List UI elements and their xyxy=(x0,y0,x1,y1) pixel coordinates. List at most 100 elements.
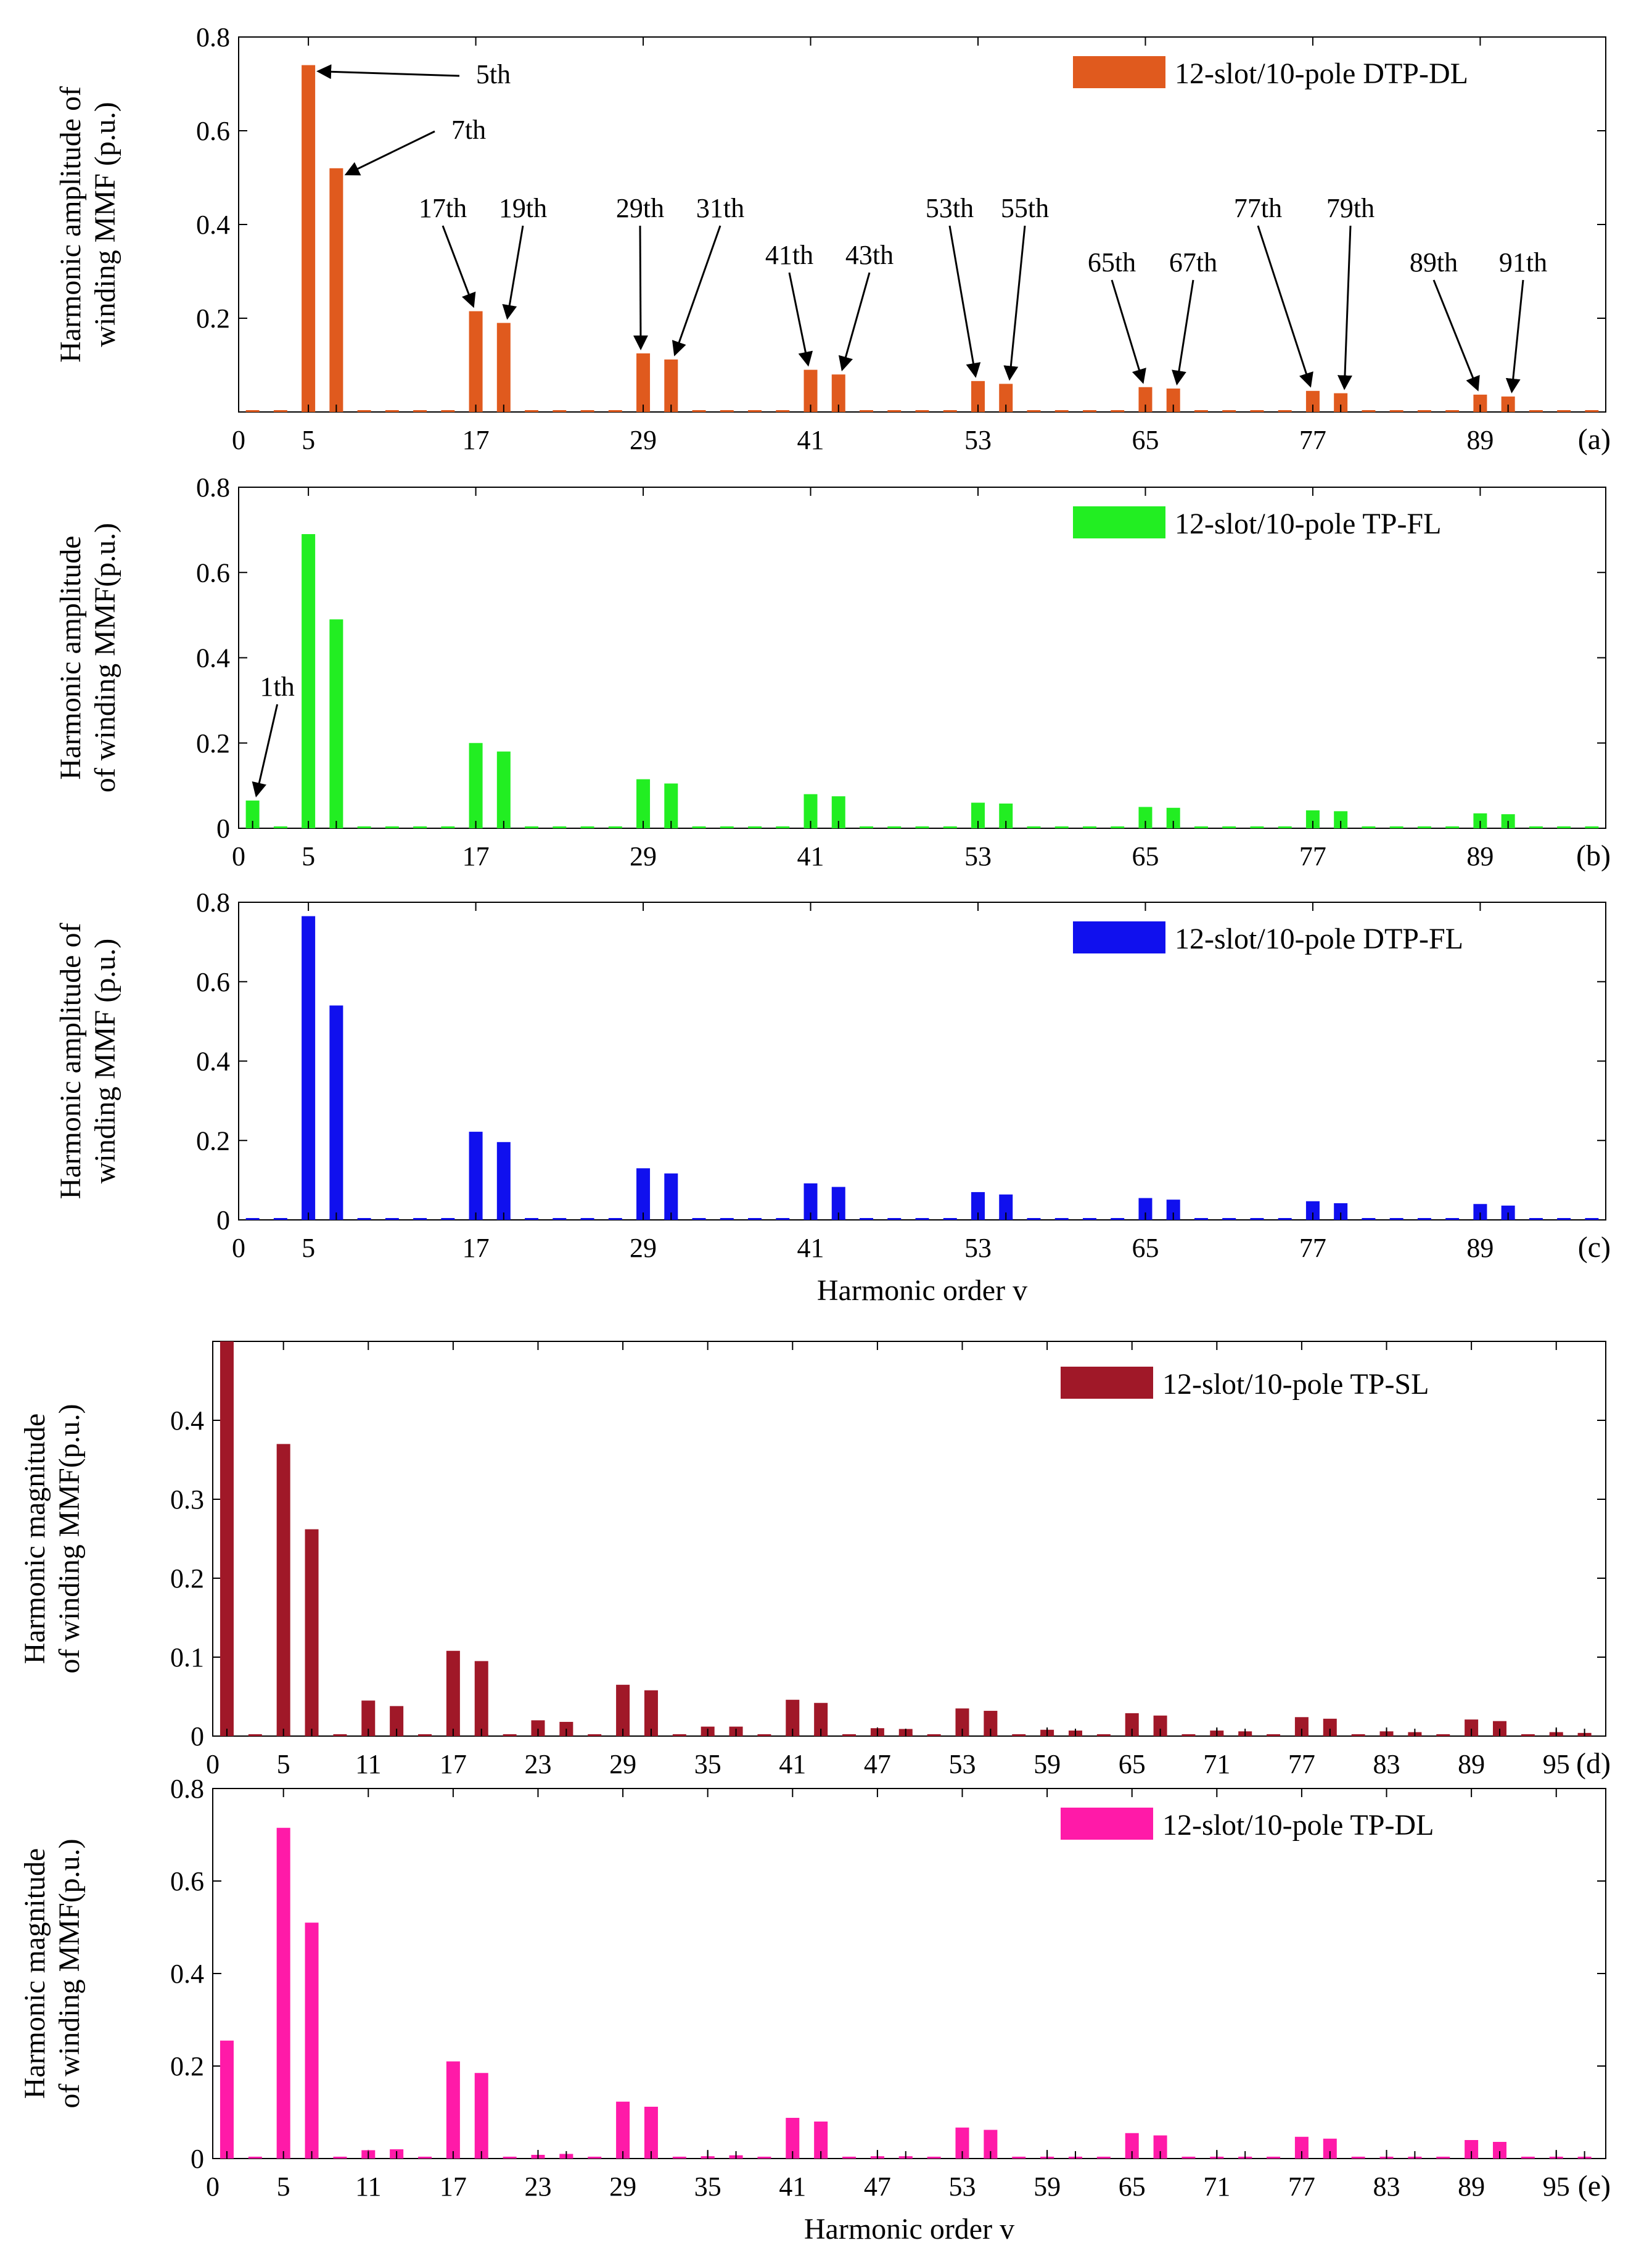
bar-h43 xyxy=(831,374,845,412)
x-tick-label: 5 xyxy=(277,2171,290,2202)
x-tick-label: 53 xyxy=(964,841,992,871)
bar-h31 xyxy=(644,1690,658,1736)
bar-h91 xyxy=(1501,396,1515,412)
x-tick-label: 5 xyxy=(302,1233,315,1263)
annotation-41th: 41th xyxy=(765,240,813,270)
legend-label: 12-slot/10-pole DTP-FL xyxy=(1175,923,1463,955)
annotation-arrow xyxy=(502,225,524,320)
baseline-residue xyxy=(385,826,399,828)
baseline-residue xyxy=(441,826,455,828)
legend-swatch xyxy=(1073,56,1165,88)
baseline-residue xyxy=(692,410,706,412)
baseline-residue xyxy=(672,2157,686,2159)
x-tick-label: 47 xyxy=(864,2171,891,2202)
legend-swatch xyxy=(1061,1367,1153,1399)
x-tick-label: 53 xyxy=(964,425,992,455)
x-tick-label: 0 xyxy=(232,1233,245,1263)
bar-h91 xyxy=(1492,1721,1506,1736)
annotation-79th: 79th xyxy=(1326,193,1375,223)
x-tick-label: 17 xyxy=(462,425,490,455)
baseline-residue xyxy=(1436,2157,1450,2159)
annotation-arrow xyxy=(1505,279,1524,393)
bar-h67 xyxy=(1166,1200,1180,1220)
baseline-residue xyxy=(1529,826,1543,828)
x-tick-label: 59 xyxy=(1034,1749,1061,1779)
bar-h77 xyxy=(1305,1201,1320,1220)
x-tick-label: 71 xyxy=(1203,1749,1230,1779)
bar-h65 xyxy=(1138,387,1153,412)
baseline-residue xyxy=(915,826,929,828)
y-tick-label: 0.1 xyxy=(170,1642,204,1673)
x-tick-label: 29 xyxy=(630,425,657,455)
y-axis-label: Harmonic amplitudeof winding MMF(p.u.) xyxy=(54,523,121,792)
bar-h79 xyxy=(1334,393,1348,412)
annotation-89th: 89th xyxy=(1410,247,1458,278)
baseline-residue xyxy=(1027,410,1041,412)
baseline-residue xyxy=(1389,410,1403,412)
legend-label: 12-slot/10-pole TP-SL xyxy=(1162,1368,1429,1401)
baseline-residue xyxy=(927,2157,941,2159)
bar-h55 xyxy=(999,803,1013,828)
x-tick-label: 83 xyxy=(1373,1749,1400,1779)
x-tick-label: 41 xyxy=(797,841,824,871)
baseline-residue xyxy=(1054,410,1069,412)
x-tick-label: 5 xyxy=(302,841,315,871)
x-tick-label: 0 xyxy=(206,2171,220,2202)
annotation-43th: 43th xyxy=(845,240,894,270)
baseline-residue xyxy=(1585,1218,1599,1220)
y-tick-label: 0 xyxy=(216,1205,230,1235)
bar-h53 xyxy=(971,381,985,412)
baseline-residue xyxy=(333,1734,347,1736)
baseline-residue xyxy=(1362,826,1376,828)
bar-h77 xyxy=(1294,1717,1309,1736)
annotation-arrow xyxy=(1337,225,1352,390)
annotation-arrow xyxy=(948,225,981,378)
baseline-residue xyxy=(1585,826,1599,828)
x-tick-label: 95 xyxy=(1543,2171,1570,2202)
baseline-residue xyxy=(776,1218,790,1220)
x-tick-label: 5 xyxy=(302,425,315,455)
x-tick-label: 0 xyxy=(206,1749,220,1779)
bar-h29 xyxy=(616,1684,630,1736)
annotation-arrow xyxy=(1111,279,1146,384)
bar-h43 xyxy=(831,796,845,828)
baseline-residue xyxy=(672,1734,686,1736)
bar-h13 xyxy=(390,1706,404,1736)
y-axis-label: Harmonic magnitudeof winding MMF(p.u.) xyxy=(18,1404,86,1673)
bar-h89 xyxy=(1473,813,1487,828)
baseline-residue xyxy=(927,1734,941,1736)
bar-h19 xyxy=(496,323,511,412)
bar-h19 xyxy=(496,1142,511,1220)
baseline-residue xyxy=(245,410,260,412)
panel-e: 0 0.2 0.4 0.6 0.8 0 5 11 17 23 29 35 41 47 53 59 65 71 77 8… xyxy=(18,1774,1611,2245)
x-tick-label: 89 xyxy=(1466,1233,1494,1263)
baseline-residue xyxy=(1027,826,1041,828)
y-tick-label: 0.8 xyxy=(170,1774,204,1804)
panel-d: 0 0.1 0.2 0.3 0.4 0 5 11 17 23 29 35 41 47 53 59 65 71 77 8… xyxy=(18,1341,1611,1780)
x-tick-label: 29 xyxy=(609,2171,636,2202)
bar-h23 xyxy=(531,1720,545,1736)
bar-h77 xyxy=(1305,810,1320,828)
baseline-residue xyxy=(943,410,957,412)
baseline-residue xyxy=(860,826,874,828)
y-tick-label: 0.6 xyxy=(196,558,230,588)
baseline-residue xyxy=(580,1218,594,1220)
baseline-residue xyxy=(418,1734,432,1736)
legend-swatch xyxy=(1073,506,1165,538)
baseline-residue xyxy=(1181,2157,1196,2159)
annotation-arrow xyxy=(1003,225,1026,381)
x-tick-label: 77 xyxy=(1299,1233,1326,1263)
baseline-residue xyxy=(357,1218,371,1220)
baseline-residue xyxy=(441,410,455,412)
baseline-residue xyxy=(1054,1218,1069,1220)
baseline-residue xyxy=(860,410,874,412)
bar-h43 xyxy=(831,1187,845,1220)
baseline-residue xyxy=(887,826,902,828)
baseline-residue xyxy=(245,1218,260,1220)
bar-h31 xyxy=(664,783,678,828)
x-tick-label: 17 xyxy=(462,841,490,871)
bar-h67 xyxy=(1166,807,1180,828)
x-tick-label: 53 xyxy=(949,1749,976,1779)
panel-a: 0.2 0.4 0.6 0.8 0 5 17 29 41 53 65 77 89 12-slot/10-p… xyxy=(54,22,1611,456)
baseline-residue xyxy=(441,1218,455,1220)
